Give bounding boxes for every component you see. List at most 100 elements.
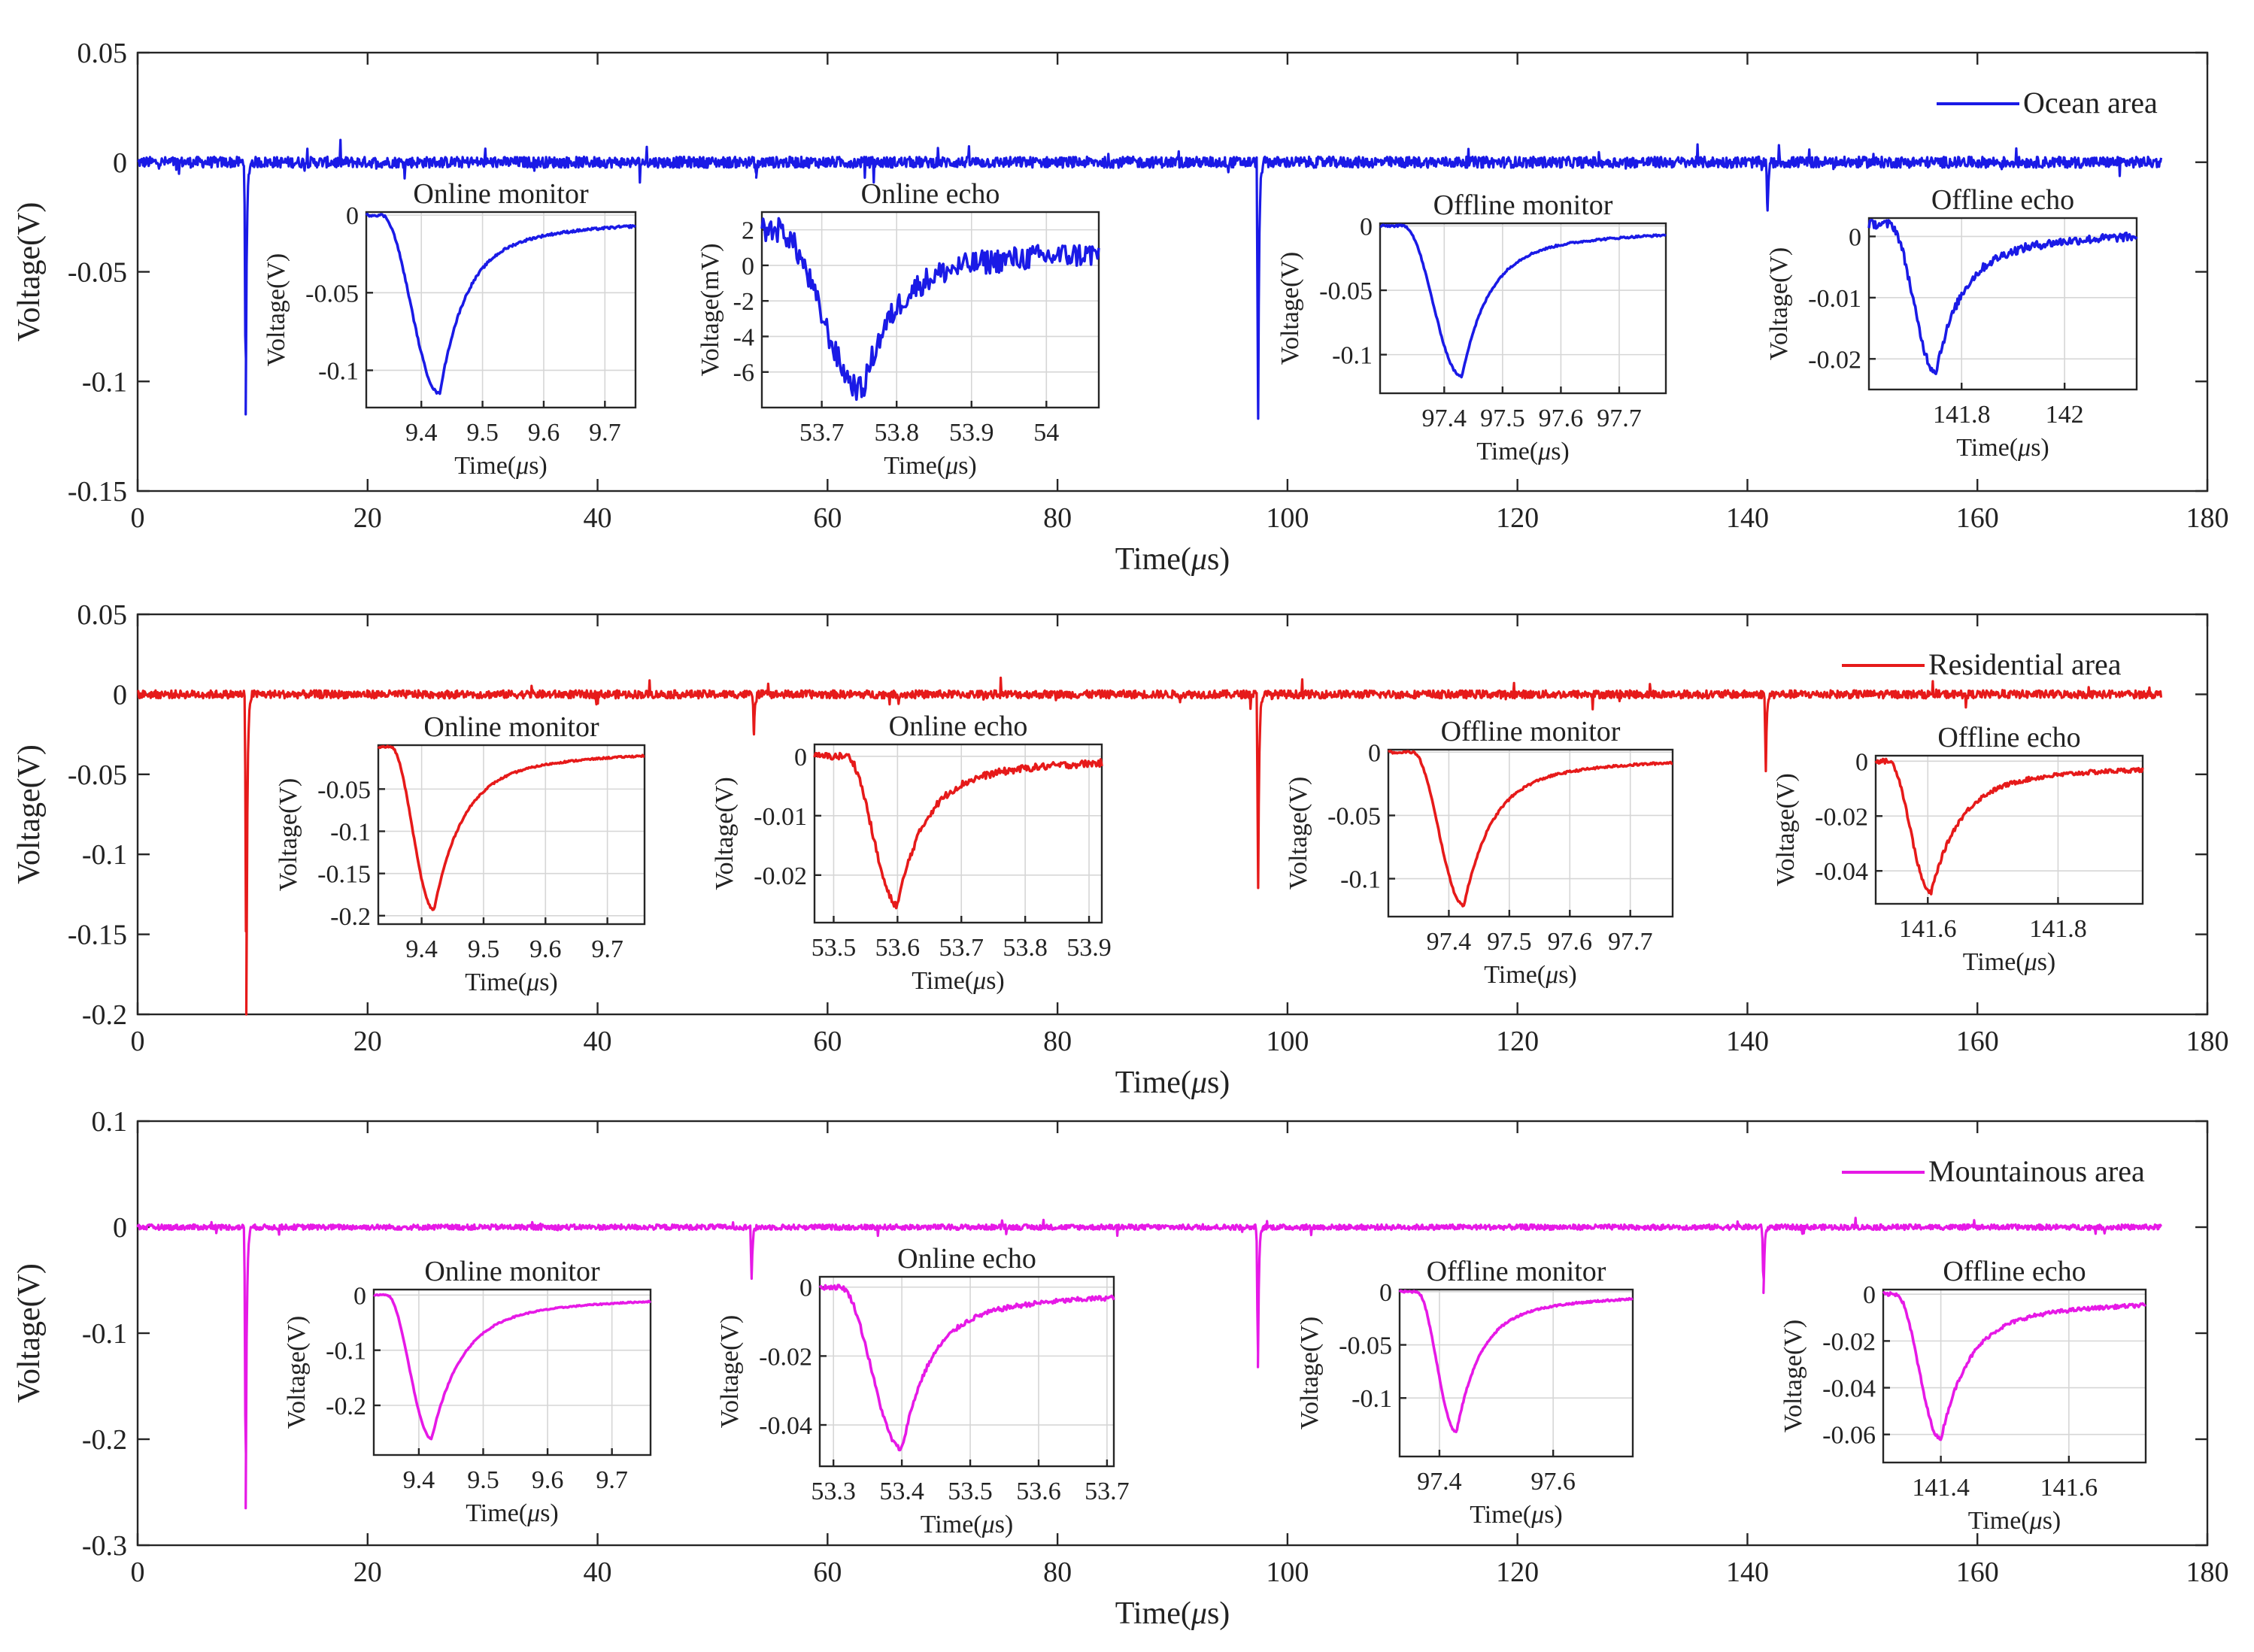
y-tick-label: 0.05 <box>77 38 128 69</box>
x-tick-label: 120 <box>1496 1557 1539 1588</box>
inset-curve <box>1388 750 1673 908</box>
inset-x-axis-label: Time(μs) <box>466 1499 559 1527</box>
inset-background <box>762 212 1099 408</box>
inset-x-tick-label: 141.6 <box>2040 1474 2098 1502</box>
inset-background <box>378 745 645 924</box>
inset-y-tick-label: 0 <box>1855 748 1868 776</box>
y-axis-label: Voltage(V) <box>12 1263 47 1403</box>
inset-x-tick-label: 54 <box>1033 419 1059 447</box>
y-tick-label: -0.15 <box>68 476 127 508</box>
signal-line-mountainous <box>136 1217 2162 1510</box>
inset-title: Offline echo <box>1937 722 2080 753</box>
inset-x-tick-label: 53.7 <box>939 934 984 962</box>
inset-title: Offline monitor <box>1433 189 1613 221</box>
inset-x-tick-label: 97.6 <box>1539 405 1584 432</box>
inset-frame <box>1874 754 2144 905</box>
inset-y-tick-label: 0 <box>346 202 359 230</box>
signal-line-ocean <box>137 138 2163 420</box>
x-tick-label: 60 <box>813 502 842 534</box>
x-tick-label: 100 <box>1266 1557 1309 1588</box>
inset-y-tick-label: -0.1 <box>330 819 371 847</box>
inset-y-tick-label: -0.05 <box>1327 802 1381 830</box>
inset-y-axis-label: Voltage(V) <box>1296 1317 1324 1429</box>
x-tick-label: 40 <box>584 502 612 534</box>
inset-y-tick-label: -0.01 <box>1808 285 1861 313</box>
inset-y-tick-label: -0.04 <box>1822 1375 1876 1403</box>
y-tick-label: -0.2 <box>82 999 127 1031</box>
inset-background <box>820 1277 1114 1466</box>
inset-online-monitor: 9.4 9.5 9.6 9.7 0 -0.05 -0.1 Online monitor Time… <box>262 178 637 480</box>
inset-x-tick-label: 141.4 <box>1912 1474 1970 1502</box>
inset-y-tick-label: -6 <box>733 359 754 387</box>
inset-offline-monitor: 97.4 97.6 0 -0.05 -0.1 Offline monitor Time(μs… <box>1296 1256 1634 1529</box>
inset-offline-monitor: 97.4 97.5 97.6 97.7 0 -0.05 -0.1 Offline monito… <box>1285 716 1674 989</box>
y-tick-label: -0.05 <box>68 759 127 791</box>
inset-background <box>366 212 636 408</box>
x-tick-label: 20 <box>353 1026 382 1057</box>
inset-y-tick-label: -0.02 <box>1815 803 1868 831</box>
y-tick-label: -0.3 <box>82 1530 127 1562</box>
inset-x-axis-label: Time(μs) <box>1484 961 1577 989</box>
x-tick-label: 180 <box>2186 502 2229 534</box>
inset-curve <box>1379 223 1667 379</box>
y-axis-label: Voltage(V) <box>12 744 47 884</box>
inset-y-tick-label: 0 <box>1368 739 1381 767</box>
inset-y-axis-label: Voltage(V) <box>1765 247 1793 360</box>
inset-title: Online monitor <box>423 711 599 743</box>
inset-online-echo: 53.3 53.4 53.5 53.6 53.7 0 -0.02 -0.04 Online ec… <box>716 1243 1130 1538</box>
inset-x-tick-label: 9.6 <box>528 419 560 447</box>
inset-y-tick-label: -0.2 <box>326 1393 366 1420</box>
inset-frame <box>1882 1288 2147 1464</box>
x-tick-label: 60 <box>813 1557 842 1588</box>
inset-x-tick-label: 9.4 <box>405 419 438 447</box>
inset-x-tick-label: 9.4 <box>403 1466 435 1494</box>
x-tick-label: 140 <box>1726 1026 1769 1057</box>
inset-x-tick-label: 9.7 <box>591 935 623 963</box>
inset-title: Offline monitor <box>1427 1256 1606 1287</box>
signal-line-residential <box>137 676 2163 1016</box>
panel-ocean: 0 20 40 60 80 100 120 140 160 1800.050-0.05-0.1-0… <box>12 38 2229 577</box>
x-tick-label: 0 <box>131 502 145 534</box>
x-tick-label: 80 <box>1043 1026 1072 1057</box>
x-tick-label: 20 <box>353 1557 382 1588</box>
x-tick-label: 60 <box>813 1026 842 1057</box>
y-tick-label: -0.2 <box>82 1424 127 1456</box>
inset-x-tick-label: 9.5 <box>467 1466 499 1494</box>
inset-frame <box>813 743 1103 924</box>
y-tick-label: -0.15 <box>68 920 127 951</box>
inset-x-tick-label: 141.6 <box>1899 915 1957 943</box>
inset-x-tick-label: 53.3 <box>811 1478 856 1505</box>
x-tick-label: 160 <box>1956 1557 1999 1588</box>
inset-frame <box>1867 217 2138 391</box>
inset-x-tick-label: 97.7 <box>1608 928 1653 956</box>
inset-x-axis-label: Time(μs) <box>912 967 1005 995</box>
inset-y-tick-label: -0.04 <box>1815 858 1868 886</box>
inset-x-tick-label: 97.6 <box>1530 1468 1576 1496</box>
y-tick-label: -0.1 <box>82 1318 127 1350</box>
x-axis-label: Time(μs) <box>1115 542 1230 577</box>
inset-x-tick-label: 9.4 <box>405 935 438 963</box>
inset-y-tick-label: -0.05 <box>317 776 371 804</box>
inset-x-tick-label: 53.7 <box>1085 1478 1130 1505</box>
inset-y-tick-label: -0.01 <box>754 803 807 831</box>
inset-y-axis-label: Voltage(V) <box>716 1315 744 1428</box>
inset-x-tick-label: 142 <box>2046 401 2084 429</box>
inset-offline-echo: 141.8 142 0 -0.01 -0.02 Offline echo Time(μs) V… <box>1765 184 2138 462</box>
legend-label: Residential area <box>1928 647 2122 681</box>
inset-offline-echo: 141.4 141.6 0 -0.02 -0.04 -0.06 Offline echo Ti… <box>1779 1256 2147 1535</box>
inset-y-axis-label: Voltage(V) <box>1276 252 1304 365</box>
inset-background <box>815 744 1102 923</box>
inset-title: Offline echo <box>1931 184 2074 216</box>
legend-label: Ocean area <box>2023 86 2158 120</box>
inset-background <box>1400 1290 1633 1456</box>
inset-background <box>1883 1290 2146 1463</box>
x-tick-label: 80 <box>1043 502 1072 534</box>
inset-y-axis-label: Voltage(V) <box>1285 777 1312 890</box>
inset-background <box>374 1290 651 1455</box>
x-tick-label: 80 <box>1043 1557 1072 1588</box>
inset-online-echo: 53.7 53.8 53.9 54 2 0 -2 -4 -6 Online echo Time(μs… <box>696 178 1100 480</box>
inset-curve <box>1398 1289 1634 1433</box>
inset-y-axis-label: Voltage(V) <box>283 1316 311 1429</box>
inset-curve <box>813 751 1103 910</box>
inset-online-monitor: 9.4 9.5 9.6 9.7 0 -0.1 -0.2 Online monitor Time(… <box>283 1256 652 1527</box>
